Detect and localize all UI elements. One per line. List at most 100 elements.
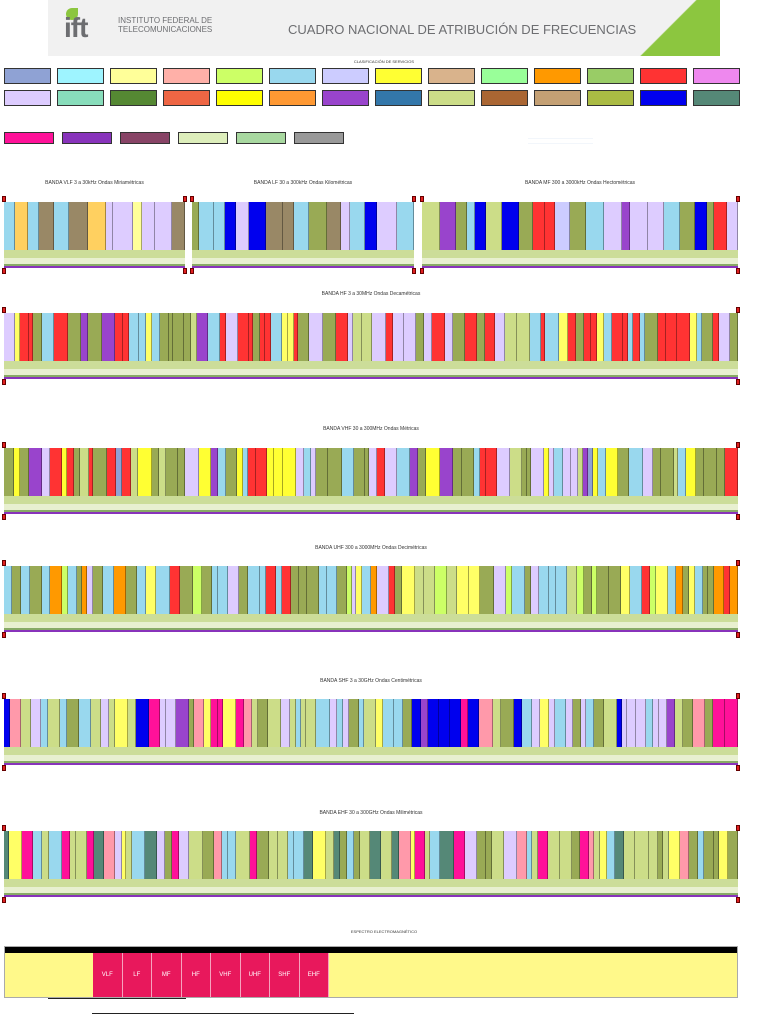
band-title: BANDA HF 3 a 30MHz Ondas Decamétricas bbox=[321, 291, 421, 297]
allocation-cell bbox=[415, 566, 425, 614]
allocation-cell bbox=[8, 831, 22, 879]
allocation-cell bbox=[88, 313, 102, 361]
allocation-cell bbox=[248, 313, 253, 361]
allocation-cell bbox=[218, 699, 223, 747]
legend-swatch bbox=[375, 68, 422, 84]
allocation-cell bbox=[667, 699, 675, 747]
legend-swatch bbox=[269, 90, 316, 106]
allocation-cell bbox=[473, 448, 481, 496]
allocation-cell bbox=[702, 566, 709, 614]
band-title: BANDA SHF 3 a 30GHz Ondas Centimétricas bbox=[320, 678, 422, 684]
allocation-cell bbox=[484, 313, 495, 361]
allocation-cell bbox=[410, 831, 416, 879]
allocation-cell bbox=[105, 202, 113, 250]
legend-swatch bbox=[322, 90, 369, 106]
allocation-cell bbox=[431, 313, 446, 361]
allocation-cell bbox=[716, 448, 726, 496]
allocation-cell bbox=[629, 448, 643, 496]
allocation-cell bbox=[697, 831, 705, 879]
allocation-cell bbox=[361, 566, 372, 614]
allocation-cell bbox=[603, 202, 623, 250]
allocation-cell bbox=[540, 313, 546, 361]
band-footer-row bbox=[4, 763, 738, 765]
allocation-cell bbox=[549, 566, 557, 614]
allocation-cell bbox=[137, 566, 147, 614]
allocation-cell bbox=[497, 448, 510, 496]
allocation-cell bbox=[226, 448, 237, 496]
allocation-cell bbox=[222, 699, 236, 747]
band-footer-row bbox=[4, 512, 738, 514]
allocation-cell bbox=[275, 566, 283, 614]
allocation-cell bbox=[597, 566, 609, 614]
allocation-cell bbox=[300, 699, 306, 747]
allocation-cell bbox=[128, 313, 139, 361]
allocation-cell bbox=[584, 313, 592, 361]
band-title: BANDA MF 300 a 3000kHz Ondas Hectométric… bbox=[524, 180, 636, 186]
allocation-cell bbox=[329, 699, 338, 747]
band-edge-marker bbox=[2, 379, 6, 385]
allocation-cell bbox=[570, 448, 578, 496]
allocation-cell bbox=[708, 566, 714, 614]
frequency-band bbox=[4, 566, 739, 634]
band-edge-marker bbox=[2, 307, 6, 313]
allocation-cell bbox=[173, 313, 184, 361]
band-footer-row bbox=[4, 628, 738, 630]
allocation-cell bbox=[131, 448, 139, 496]
allocation-cell bbox=[248, 202, 266, 250]
allocation-cell bbox=[604, 699, 618, 747]
allocation-cell bbox=[152, 448, 159, 496]
allocation-cell bbox=[694, 202, 707, 250]
allocation-cell bbox=[288, 831, 295, 879]
allocation-cell bbox=[695, 448, 704, 496]
allocation-cell bbox=[642, 448, 654, 496]
allocation-cell bbox=[599, 831, 608, 879]
allocation-cell bbox=[4, 313, 16, 361]
allocation-cell bbox=[67, 313, 82, 361]
allocation-cell bbox=[264, 313, 272, 361]
allocation-cell bbox=[603, 313, 612, 361]
allocation-cell bbox=[713, 566, 725, 614]
legend-swatch bbox=[587, 68, 634, 84]
allocation-cell bbox=[714, 202, 728, 250]
allocation-cell bbox=[673, 448, 679, 496]
allocation-cell bbox=[313, 831, 326, 879]
frequency-band bbox=[4, 699, 738, 767]
allocation-cell bbox=[635, 831, 650, 879]
allocation-cell bbox=[532, 699, 541, 747]
allocation-cell bbox=[178, 831, 190, 879]
allocation-cell bbox=[646, 699, 653, 747]
allocation-cell bbox=[494, 313, 505, 361]
allocation-cell bbox=[28, 202, 40, 250]
band-edge-marker bbox=[2, 268, 6, 274]
allocation-cell bbox=[113, 566, 126, 614]
allocation-cell bbox=[370, 831, 381, 879]
allocation-cell bbox=[278, 831, 289, 879]
allocation-cell bbox=[323, 313, 337, 361]
allocation-cell bbox=[192, 202, 199, 250]
allocation-cell bbox=[429, 831, 441, 879]
allocation-cell bbox=[636, 699, 647, 747]
allocation-cell bbox=[620, 566, 631, 614]
allocation-cell bbox=[353, 313, 363, 361]
allocation-cell bbox=[138, 313, 147, 361]
allocation-cell bbox=[410, 448, 418, 496]
band-edge-marker bbox=[420, 196, 424, 202]
allocation-cell bbox=[159, 699, 166, 747]
band-footer-row bbox=[422, 250, 738, 258]
allocation-cell bbox=[138, 448, 153, 496]
allocation-cell bbox=[480, 448, 487, 496]
allocation-cell bbox=[316, 448, 329, 496]
allocation-cell bbox=[228, 831, 237, 879]
allocation-cell bbox=[33, 313, 42, 361]
band-footer-row bbox=[4, 361, 738, 369]
allocation-cell bbox=[4, 699, 11, 747]
allocation-cell bbox=[580, 699, 587, 747]
allocation-cell bbox=[340, 831, 347, 879]
allocation-cell bbox=[568, 313, 577, 361]
allocation-cell bbox=[560, 831, 573, 879]
electromagnetic-spectrum: VLF LF MF HF VHF UHF SHF EHF bbox=[4, 946, 738, 998]
allocation-cell bbox=[403, 313, 417, 361]
allocation-cell bbox=[260, 313, 265, 361]
allocation-cell bbox=[356, 566, 362, 614]
spectrum-title: ESPECTRO ELECTROMAGNÉTICO bbox=[350, 929, 418, 934]
